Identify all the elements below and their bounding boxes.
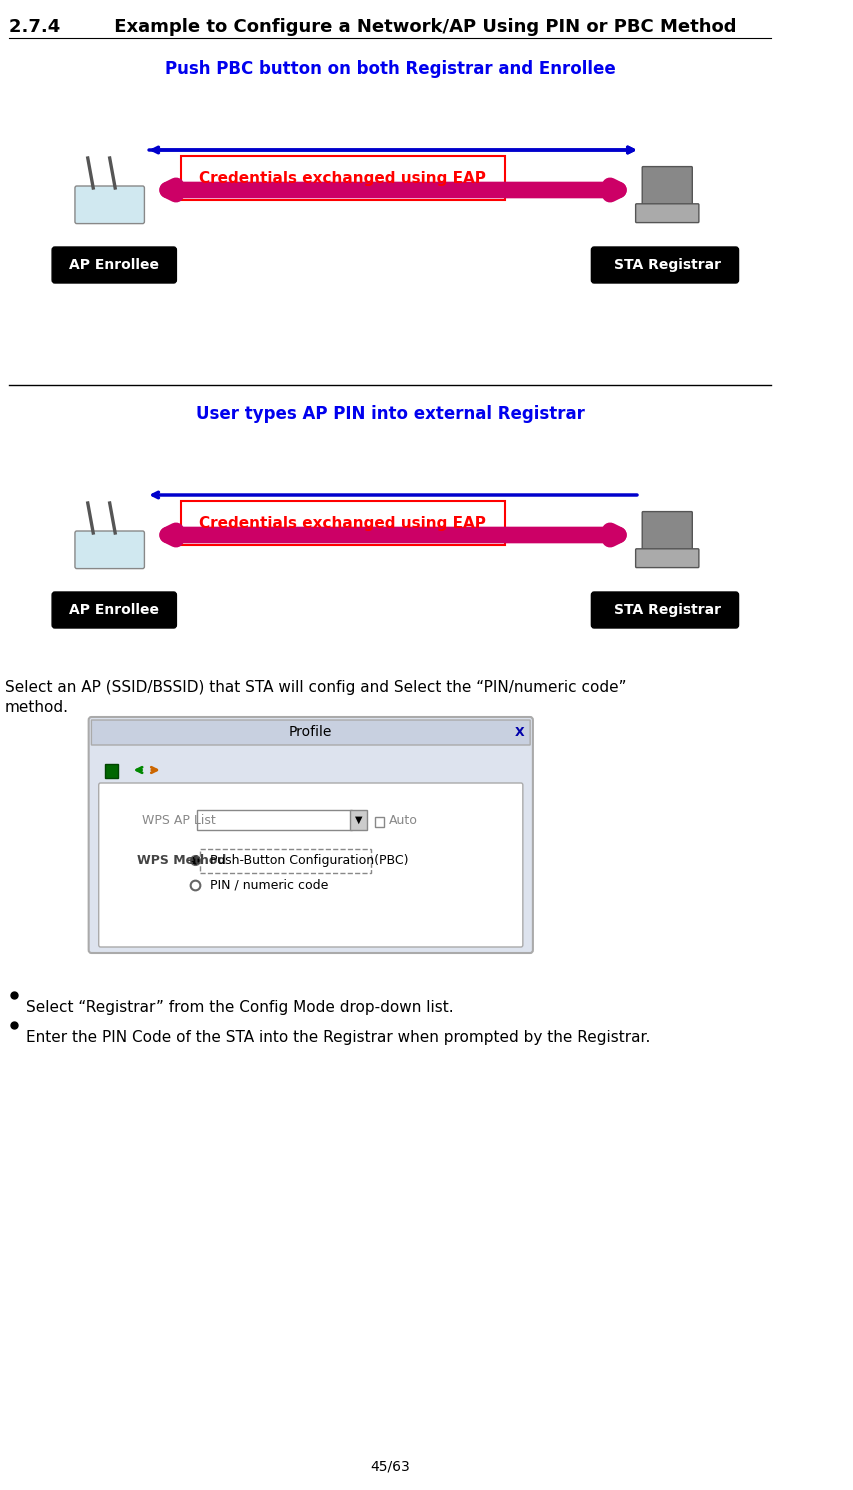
FancyBboxPatch shape [52,592,177,627]
FancyBboxPatch shape [590,247,738,283]
Text: Profile: Profile [289,726,332,739]
Text: ▼: ▼ [354,815,362,825]
Text: Credentials exchanged using EAP: Credentials exchanged using EAP [199,170,485,185]
FancyBboxPatch shape [641,167,692,207]
Text: AP Enrollee: AP Enrollee [69,258,159,273]
FancyBboxPatch shape [89,717,532,954]
Text: WPS Method: WPS Method [137,854,226,867]
Text: X: X [514,726,524,739]
Bar [196,811,351,830]
Text: Select an AP (SSID/BSSID) that STA will config and Select the “PIN/numeric code”: Select an AP (SSID/BSSID) that STA will … [4,679,625,694]
FancyBboxPatch shape [641,511,692,551]
FancyBboxPatch shape [91,720,530,745]
FancyBboxPatch shape [181,156,504,200]
Text: method.: method. [4,700,68,715]
Text: Credentials exchanged using EAP: Credentials exchanged using EAP [199,516,485,530]
Text: Auto: Auto [388,814,417,827]
Text: 2.7.4   Example to Configure a Network/AP Using PIN or PBC Method: 2.7.4 Example to Configure a Network/AP … [9,18,736,36]
FancyBboxPatch shape [75,186,144,224]
FancyBboxPatch shape [635,548,698,568]
Text: User types AP PIN into external Registrar: User types AP PIN into external Registra… [195,405,584,423]
FancyBboxPatch shape [52,247,177,283]
Text: PIN / numeric code: PIN / numeric code [210,879,328,891]
Bar [374,817,384,827]
FancyBboxPatch shape [181,501,504,545]
FancyBboxPatch shape [99,784,522,948]
FancyBboxPatch shape [200,849,371,873]
Bar [105,764,118,778]
FancyBboxPatch shape [635,204,698,222]
Text: Push PBC button on both Registrar and Enrollee: Push PBC button on both Registrar and En… [165,60,615,77]
Text: AP Enrollee: AP Enrollee [69,603,159,617]
Text: WPS AP List: WPS AP List [142,814,215,827]
Text: Enter the PIN Code of the STA into the Registrar when prompted by the Registrar.: Enter the PIN Code of the STA into the R… [26,1030,649,1044]
FancyBboxPatch shape [590,592,738,627]
Text: Push-Button Configuration(PBC): Push-Button Configuration(PBC) [210,854,409,867]
Text: Select “Registrar” from the Config Mode drop-down list.: Select “Registrar” from the Config Mode … [26,1000,453,1015]
FancyBboxPatch shape [350,811,366,830]
Text: STA Registrar: STA Registrar [613,258,720,273]
FancyBboxPatch shape [75,530,144,569]
Text: 45/63: 45/63 [370,1460,409,1474]
Text: STA Registrar: STA Registrar [613,603,720,617]
